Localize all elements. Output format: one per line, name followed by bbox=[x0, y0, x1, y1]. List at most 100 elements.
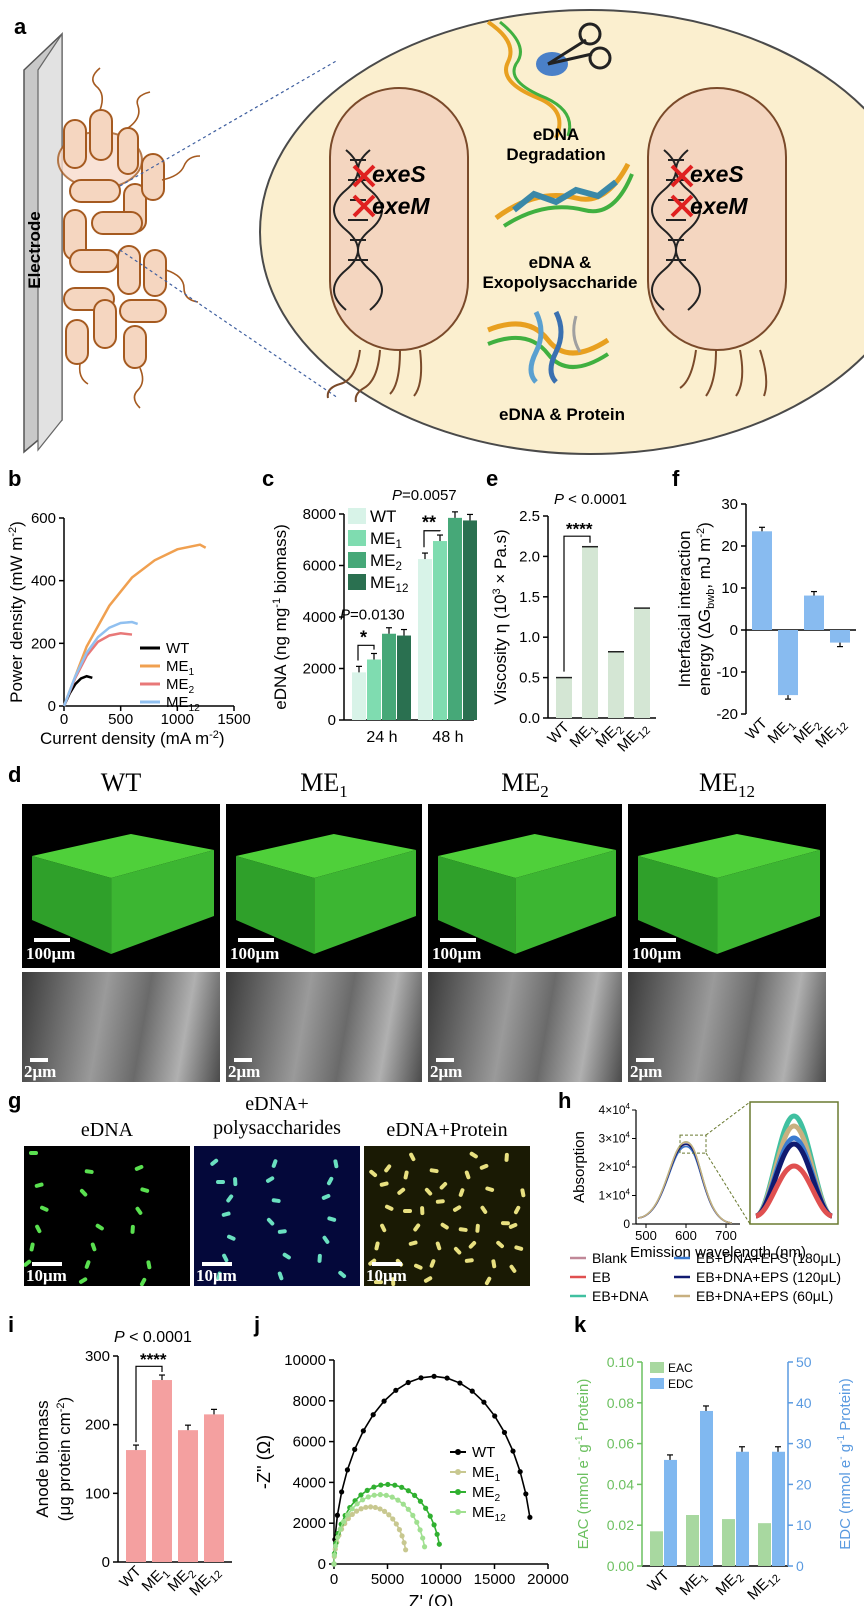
nyquist-point bbox=[367, 1504, 374, 1510]
y-axis-label-left: EAC (mmol e- g-1 Protein) bbox=[574, 1379, 592, 1550]
bar-2 bbox=[178, 1430, 198, 1562]
legend-label: EAC bbox=[668, 1361, 693, 1375]
y-axis-label: -Z'' (Ω) bbox=[254, 1435, 274, 1489]
scale-bar bbox=[372, 1262, 402, 1266]
sig-stars-48h: ** bbox=[422, 513, 436, 533]
confocal-image-3 bbox=[628, 804, 826, 968]
y-tick-label: 0 bbox=[730, 622, 738, 639]
scale-label: 10μm bbox=[366, 1266, 407, 1285]
y-tick-label: 0 bbox=[48, 698, 56, 715]
scale-label: 2μm bbox=[24, 1062, 57, 1081]
legend-swatch bbox=[348, 552, 366, 568]
nyquist-point bbox=[344, 1467, 351, 1473]
y-tick-label: 0 bbox=[318, 1556, 326, 1573]
micro-title-0: WT bbox=[100, 768, 142, 797]
panel-letter-i: i bbox=[8, 1312, 15, 1337]
nyquist-point bbox=[360, 1428, 366, 1434]
category-label: ME12 bbox=[614, 719, 653, 758]
legend-label: ME1 bbox=[472, 1464, 501, 1484]
nyquist-point bbox=[436, 1541, 442, 1547]
panel-letter-k: k bbox=[574, 1312, 587, 1337]
nyquist-point bbox=[427, 1513, 433, 1519]
bar-edc-1 bbox=[700, 1410, 713, 1566]
y-tick-label: 2000 bbox=[303, 661, 336, 678]
legend-label: ME12 bbox=[166, 694, 200, 714]
nyquist-point bbox=[337, 1526, 343, 1532]
panel-letter-c: c bbox=[262, 466, 275, 491]
y-tick-label: 400 bbox=[31, 573, 56, 590]
scale-bar bbox=[436, 1058, 454, 1062]
y-tick-label: 4000 bbox=[303, 609, 336, 626]
y-tick-label: 200 bbox=[85, 1417, 110, 1434]
confocal-image-2 bbox=[428, 804, 622, 968]
nyquist-point bbox=[377, 1506, 383, 1512]
nyquist-point bbox=[370, 1412, 376, 1418]
y-tick-label-right: 40 bbox=[796, 1395, 812, 1411]
x-axis-label: Z' (Ω) bbox=[409, 1592, 454, 1606]
bar-1 bbox=[778, 630, 798, 696]
y-tick-label: 10 bbox=[721, 580, 738, 597]
bar-WT-1 bbox=[418, 559, 432, 720]
flagella bbox=[78, 67, 201, 409]
nyquist-point bbox=[381, 1398, 387, 1404]
micro-title-1: ME1 bbox=[300, 768, 348, 802]
sem-image-1 bbox=[226, 972, 422, 1082]
nyquist-point bbox=[412, 1492, 418, 1499]
bar-eac-1 bbox=[686, 1515, 699, 1566]
p-value: P < 0.0001 bbox=[554, 491, 627, 508]
x-tick-label: 1000 bbox=[161, 711, 194, 728]
y-axis-label: eDNA (ng mg-1 biomass) bbox=[271, 524, 290, 710]
bacteria-cluster bbox=[57, 109, 167, 369]
nyquist-point bbox=[418, 1375, 424, 1381]
y-tick-label-left: 0.06 bbox=[607, 1436, 634, 1452]
legend-marker bbox=[455, 1449, 461, 1455]
scale-bar bbox=[34, 938, 70, 942]
sig-stars-24h: * bbox=[360, 627, 367, 647]
scale-bar bbox=[636, 1058, 654, 1062]
y-tick-label: 30 bbox=[721, 496, 738, 513]
category-label: 48 h bbox=[432, 729, 463, 746]
panel-letter-d: d bbox=[8, 762, 22, 787]
category-label: 24 h bbox=[366, 729, 397, 746]
dna-polysaccharide-icon bbox=[494, 162, 634, 228]
nyquist-point bbox=[396, 1527, 403, 1533]
x-tick-label: 500 bbox=[108, 711, 133, 728]
legend-label: WT bbox=[370, 507, 396, 526]
knockout-x-marks bbox=[352, 164, 694, 218]
bar-eac-3 bbox=[758, 1523, 771, 1566]
absorption-curve-3 bbox=[637, 1145, 733, 1224]
legend-label: ME12 bbox=[472, 1504, 506, 1524]
y-tick-label: 4000 bbox=[293, 1474, 326, 1491]
nyquist-point bbox=[431, 1373, 437, 1379]
legend-label: EB+DNA+EPS (180μL) bbox=[696, 1250, 841, 1266]
nyquist-point bbox=[405, 1506, 411, 1512]
y-tick-label: 2×104 bbox=[599, 1159, 631, 1174]
y-tick-label-left: 0.02 bbox=[607, 1517, 634, 1533]
gene-exeM-right: exeM bbox=[690, 193, 748, 219]
y-tick-label: 8000 bbox=[303, 506, 336, 523]
category-label: ME12 bbox=[186, 1563, 225, 1602]
sig-bracket-48h bbox=[423, 530, 441, 548]
inset-curve-4 bbox=[754, 1163, 834, 1219]
y-tick-label: 0 bbox=[328, 712, 336, 729]
panel-letter-j: j bbox=[254, 1312, 261, 1337]
nyquist-point bbox=[457, 1380, 463, 1386]
legend-label: EDC bbox=[668, 1377, 694, 1391]
sig-stars: **** bbox=[140, 1350, 167, 1369]
nyquist-point bbox=[334, 1512, 341, 1518]
bar-3 bbox=[204, 1414, 224, 1562]
nyquist-point bbox=[423, 1505, 429, 1511]
nyquist-point bbox=[385, 1481, 391, 1488]
bar-edc-3 bbox=[772, 1451, 785, 1566]
nyquist-point bbox=[332, 1543, 339, 1549]
sig-stars: **** bbox=[566, 520, 593, 539]
mech2-line2: Exopolysaccharide bbox=[483, 273, 638, 292]
absorption-curve-0 bbox=[637, 1145, 733, 1224]
fluor-title-2: eDNA+Protein bbox=[386, 1119, 508, 1141]
scale-label: 100μm bbox=[230, 944, 280, 963]
y-tick-label: 4×104 bbox=[599, 1102, 631, 1117]
nyquist-point bbox=[381, 1508, 388, 1514]
bar-edc-2 bbox=[736, 1451, 749, 1566]
category-label: ME1 bbox=[677, 1567, 711, 1601]
nyquist-point bbox=[365, 1494, 371, 1500]
